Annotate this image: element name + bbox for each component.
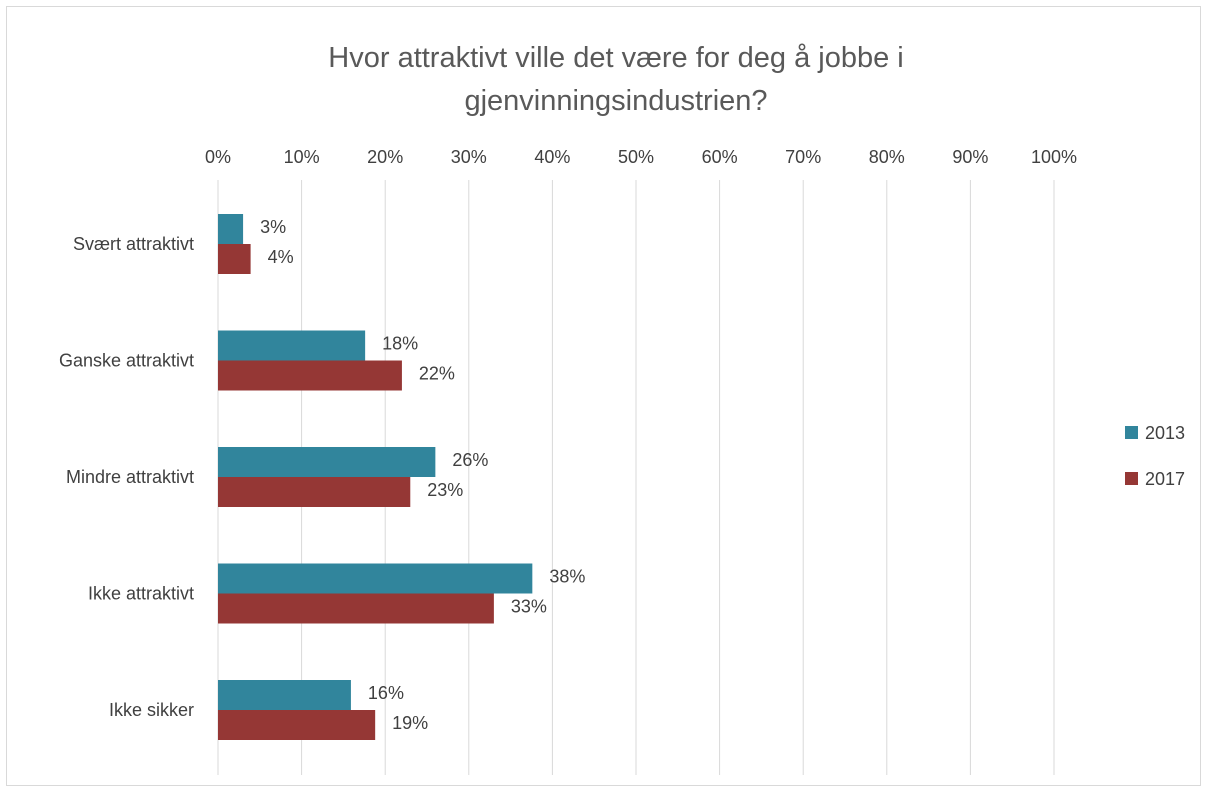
- data-label-2017: 22%: [419, 364, 455, 384]
- data-label-2017: 19%: [392, 713, 428, 733]
- bar-2017: [218, 244, 251, 274]
- data-label-2013: 38%: [549, 567, 585, 587]
- chart-area: [6, 6, 1201, 786]
- x-axis-tick-labels: 0% 10% 20% 30% 40% 50% 60% 70% 80% 90% 100%: [205, 147, 1077, 167]
- category-label: Ganske attraktivt: [59, 351, 194, 371]
- legend-label-2017: 2017: [1145, 469, 1185, 489]
- x-tick-label: 0%: [205, 147, 231, 167]
- data-label-2017: 33%: [511, 597, 547, 617]
- x-tick-label: 80%: [869, 147, 905, 167]
- chart-title-line-2: gjenvinningsindustrien?: [464, 85, 767, 117]
- legend: 2013 2017: [1125, 423, 1185, 489]
- bar-2017: [218, 710, 376, 740]
- category-label: Ikke sikker: [109, 700, 194, 720]
- data-label-2013: 18%: [382, 334, 418, 354]
- bar-2013: [218, 563, 533, 594]
- data-label-2017: 4%: [268, 247, 294, 267]
- x-tick-label: 100%: [1031, 147, 1077, 167]
- chart-title: Hvor attraktivt ville det være for deg å…: [328, 42, 903, 117]
- bar-2013: [218, 447, 436, 477]
- legend-label-2013: 2013: [1145, 423, 1185, 443]
- data-label-2013: 3%: [260, 217, 286, 237]
- gridlines: [217, 180, 1055, 775]
- category-label: Svært attraktivt: [73, 234, 194, 254]
- bar-2017: [218, 477, 411, 507]
- bar-2017: [218, 593, 494, 624]
- x-tick-label: 70%: [785, 147, 821, 167]
- legend-swatch-2017: [1125, 472, 1138, 485]
- category-label: Ikke attraktivt: [88, 584, 194, 604]
- data-labels: 3% 4% 18%22% 26% 23% 38%33% 16% 19%: [260, 217, 585, 733]
- x-tick-label: 20%: [367, 147, 403, 167]
- category-label: Mindre attraktivt: [66, 467, 194, 487]
- x-tick-label: 50%: [618, 147, 654, 167]
- bar-2013: [218, 330, 366, 361]
- data-label-2013: 26%: [452, 450, 488, 470]
- bar-2013: [218, 214, 244, 244]
- legend-swatch-2013: [1125, 426, 1138, 439]
- chart-title-line-1: Hvor attraktivt ville det være for deg å…: [328, 42, 903, 74]
- x-tick-label: 60%: [702, 147, 738, 167]
- data-label-2017: 23%: [427, 480, 463, 500]
- bar-2013: [218, 680, 351, 710]
- bar-2017: [218, 360, 402, 391]
- bars: [218, 214, 533, 740]
- x-tick-label: 30%: [451, 147, 487, 167]
- x-tick-label: 10%: [284, 147, 320, 167]
- category-labels: Svært attraktivt Ganske attraktivt Mindre …: [59, 234, 194, 720]
- x-tick-label: 40%: [534, 147, 570, 167]
- x-tick-label: 90%: [952, 147, 988, 167]
- data-label-2013: 16%: [368, 683, 404, 703]
